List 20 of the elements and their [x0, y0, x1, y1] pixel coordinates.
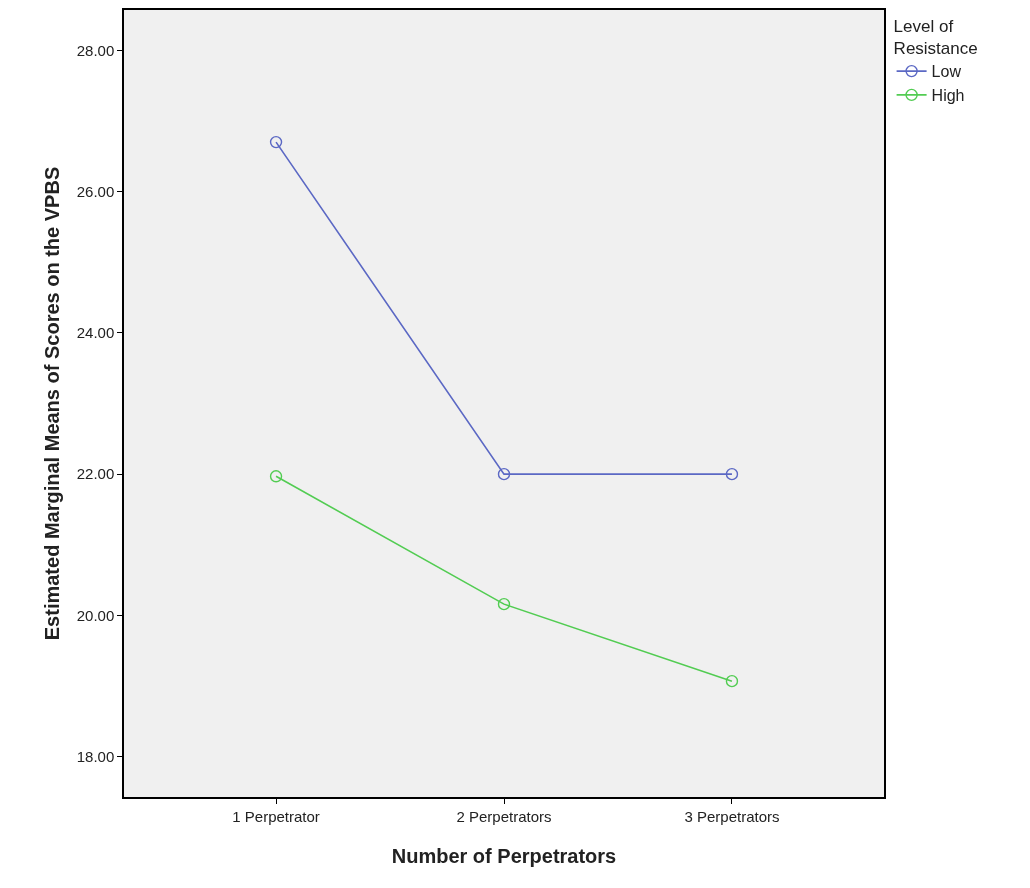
point — [497, 597, 511, 611]
point — [269, 470, 283, 483]
point — [725, 467, 739, 481]
y-tick-label: 26.00 — [76, 182, 115, 200]
x-tick-label: 3 Perpetrators — [684, 807, 780, 825]
y-tick-label: 20.00 — [76, 606, 115, 624]
point — [269, 135, 283, 149]
x-axis-title: Number of Perpetrators — [391, 844, 617, 867]
legend-title: Level of Resistance — [893, 17, 978, 59]
legend-label: Low — [931, 63, 962, 81]
y-axis-title: Estimated Marginal Means of Scores on the VPBS — [40, 166, 63, 641]
y-tick-label: 18.00 — [76, 747, 115, 765]
y-tick-label: 24.00 — [76, 324, 115, 342]
point — [725, 674, 739, 688]
x-tick-label: 2 Perpetrators — [456, 807, 552, 825]
point — [497, 467, 511, 481]
y-tick-label: 22.00 — [76, 465, 115, 483]
legend-label: High — [931, 87, 965, 105]
y-tick-label: 28.00 — [76, 41, 115, 59]
x-tick-label: 1 Perpetrator — [232, 807, 320, 825]
